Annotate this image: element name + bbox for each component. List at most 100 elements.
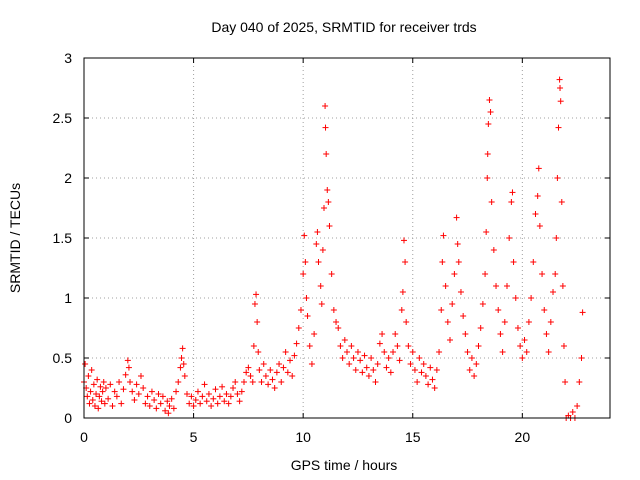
data-point [142, 400, 149, 407]
data-point [280, 364, 287, 371]
data-point [335, 325, 342, 331]
data-point [387, 369, 394, 376]
data-point [177, 364, 184, 371]
data-point [503, 283, 510, 289]
data-point [247, 373, 254, 379]
y-tick-label: 2.5 [53, 110, 73, 126]
data-point [89, 397, 96, 403]
data-point [135, 391, 142, 397]
data-point [164, 398, 171, 405]
data-point [392, 331, 399, 337]
data-point [97, 383, 104, 390]
data-point [120, 386, 127, 393]
data-point [113, 393, 120, 400]
data-point [238, 388, 245, 395]
data-point [304, 313, 311, 319]
data-point [265, 381, 272, 388]
data-point [249, 379, 256, 385]
data-point [116, 379, 123, 385]
data-point [479, 301, 486, 307]
data-point [325, 199, 332, 205]
data-point [466, 367, 473, 373]
data-point [223, 391, 230, 397]
data-point [495, 307, 502, 313]
x-tick-labels: 0 5 10 15 20 [80, 429, 530, 445]
data-point [300, 271, 307, 277]
data-point [569, 409, 576, 415]
y-tick-label: 0 [64, 410, 72, 426]
data-point [438, 307, 445, 313]
y-axis-label: SRMTID / TECUs [7, 183, 23, 293]
data-point [493, 283, 500, 289]
data-point [420, 361, 427, 367]
data-point [512, 295, 519, 301]
data-point [133, 381, 140, 388]
data-point [188, 393, 195, 400]
data-point [250, 343, 257, 349]
data-point [99, 388, 106, 395]
data-point [210, 395, 217, 402]
data-point [416, 355, 423, 361]
data-point [289, 373, 296, 379]
data-point [101, 400, 108, 407]
data-point [102, 385, 109, 391]
data-point [543, 331, 550, 337]
data-point [541, 307, 548, 313]
data-point [184, 391, 191, 397]
data-point [320, 205, 327, 211]
data-point [535, 165, 542, 172]
data-point [337, 343, 344, 349]
data-point [175, 379, 182, 385]
data-point [487, 109, 494, 115]
data-point [122, 371, 129, 378]
data-point [109, 403, 116, 409]
data-point [168, 395, 175, 402]
data-point [484, 151, 491, 157]
data-point [284, 369, 291, 376]
data-point [91, 403, 98, 409]
y-tick-labels: 0 0.5 1 1.5 2 2.5 3 [53, 50, 73, 426]
data-point [431, 385, 438, 391]
chart-title: Day 040 of 2025, SRMTID for receiver trd… [211, 19, 476, 35]
data-point [523, 349, 530, 355]
data-point [557, 98, 564, 105]
data-point [323, 151, 330, 157]
data-point [562, 379, 569, 385]
x-tick-label: 5 [190, 429, 198, 445]
data-point [400, 237, 407, 244]
axis-ticks [83, 57, 610, 419]
data-point [297, 307, 304, 313]
data-point [315, 259, 322, 265]
data-point [180, 361, 187, 367]
data-point [558, 199, 565, 205]
data-point [269, 376, 276, 383]
data-point [422, 373, 429, 379]
data-point [192, 397, 199, 403]
data-point [379, 331, 386, 337]
data-point [370, 367, 377, 373]
data-point [86, 400, 93, 407]
data-point [557, 85, 564, 91]
data-point [578, 355, 585, 361]
data-point [178, 355, 185, 361]
data-point [151, 397, 158, 403]
data-point [214, 400, 221, 407]
x-tick-label: 10 [295, 429, 311, 445]
data-point [245, 364, 252, 371]
data-point [383, 364, 390, 371]
data-point [85, 373, 92, 379]
data-point [554, 175, 561, 181]
data-point [359, 369, 366, 376]
data-point [440, 232, 447, 239]
data-point [464, 349, 471, 355]
data-point [301, 232, 308, 239]
data-point [118, 400, 125, 407]
x-tick-label: 15 [405, 429, 421, 445]
data-point [433, 367, 440, 373]
data-point [225, 400, 232, 407]
data-point [357, 357, 364, 364]
data-point [254, 319, 261, 325]
data-point [444, 319, 451, 325]
data-point [278, 379, 285, 385]
